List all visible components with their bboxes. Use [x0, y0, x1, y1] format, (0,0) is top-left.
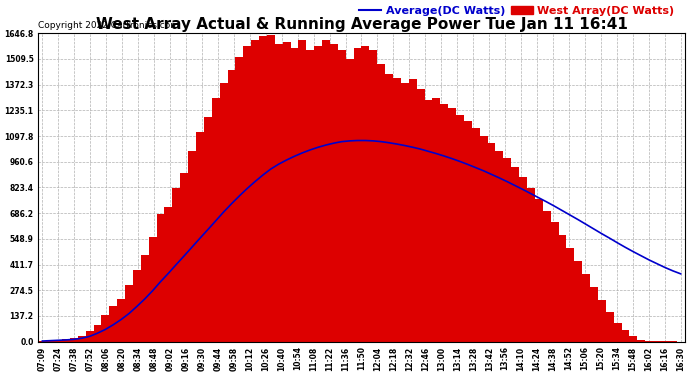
Legend: Average(DC Watts), West Array(DC Watts): Average(DC Watts), West Array(DC Watts) [355, 2, 679, 21]
Bar [125, 285, 133, 342]
Bar [558, 235, 566, 342]
Bar [417, 89, 424, 342]
Bar [338, 50, 346, 342]
Bar [519, 177, 527, 342]
Bar [78, 336, 86, 342]
Bar [39, 340, 46, 342]
Bar [283, 42, 290, 342]
Bar [244, 46, 251, 342]
Title: West Array Actual & Running Average Power Tue Jan 11 16:41: West Array Actual & Running Average Powe… [95, 17, 627, 32]
Bar [527, 188, 535, 342]
Bar [495, 151, 503, 342]
Bar [54, 340, 62, 342]
Bar [440, 104, 449, 342]
Bar [133, 270, 141, 342]
Bar [433, 98, 440, 342]
Bar [645, 340, 653, 342]
Bar [101, 315, 109, 342]
Bar [141, 255, 149, 342]
Bar [488, 143, 495, 342]
Bar [204, 117, 212, 342]
Bar [613, 323, 622, 342]
Bar [472, 128, 480, 342]
Bar [46, 340, 54, 342]
Bar [369, 50, 377, 342]
Text: Copyright 2022 Cartronics.com: Copyright 2022 Cartronics.com [39, 21, 179, 30]
Bar [219, 83, 228, 342]
Bar [362, 46, 369, 342]
Bar [109, 306, 117, 342]
Bar [464, 121, 472, 342]
Bar [117, 298, 125, 342]
Bar [606, 312, 613, 342]
Bar [346, 59, 353, 342]
Bar [267, 34, 275, 342]
Bar [330, 44, 338, 342]
Bar [196, 132, 204, 342]
Bar [408, 80, 417, 342]
Bar [251, 40, 259, 342]
Bar [629, 336, 638, 342]
Bar [598, 300, 606, 342]
Bar [149, 237, 157, 342]
Bar [377, 64, 385, 342]
Bar [582, 274, 590, 342]
Bar [511, 168, 519, 342]
Bar [188, 151, 196, 342]
Bar [503, 158, 511, 342]
Bar [590, 287, 598, 342]
Bar [385, 74, 393, 342]
Bar [86, 331, 94, 342]
Bar [543, 210, 551, 342]
Bar [299, 40, 306, 342]
Bar [164, 207, 172, 342]
Bar [228, 70, 235, 342]
Bar [259, 36, 267, 342]
Bar [180, 173, 188, 342]
Bar [480, 136, 488, 342]
Bar [574, 261, 582, 342]
Bar [314, 46, 322, 342]
Bar [424, 100, 433, 342]
Bar [94, 325, 101, 342]
Bar [235, 57, 244, 342]
Bar [551, 222, 558, 342]
Bar [62, 339, 70, 342]
Bar [306, 50, 314, 342]
Bar [535, 199, 543, 342]
Bar [638, 340, 645, 342]
Bar [212, 98, 219, 342]
Bar [566, 248, 574, 342]
Bar [353, 48, 362, 342]
Bar [653, 341, 661, 342]
Bar [456, 115, 464, 342]
Bar [401, 83, 408, 342]
Bar [70, 338, 78, 342]
Bar [275, 44, 283, 342]
Bar [172, 188, 180, 342]
Bar [448, 108, 456, 342]
Bar [622, 330, 629, 342]
Bar [322, 40, 330, 342]
Bar [157, 214, 164, 342]
Bar [393, 78, 401, 342]
Bar [290, 48, 299, 342]
